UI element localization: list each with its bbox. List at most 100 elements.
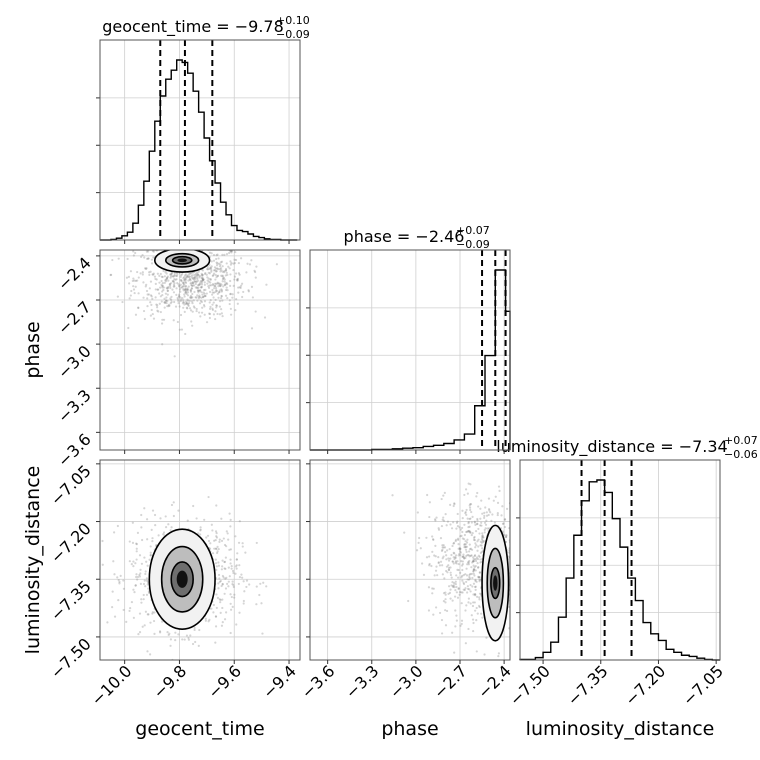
scatter-point xyxy=(442,516,445,519)
scatter-point xyxy=(504,534,508,537)
scatter-point xyxy=(175,278,178,281)
scatter-point xyxy=(170,275,173,278)
scatter-point xyxy=(474,569,477,572)
scatter-point xyxy=(197,270,200,273)
scatter-point xyxy=(200,280,204,283)
scatter-point xyxy=(221,274,224,277)
scatter-point xyxy=(485,519,488,522)
scatter-point xyxy=(176,296,179,300)
scatter-point xyxy=(225,545,228,548)
scatter-point xyxy=(186,298,189,301)
scatter-point xyxy=(458,548,462,551)
scatter-point xyxy=(146,293,149,296)
scatter-point xyxy=(156,304,159,307)
x-axis-label-geocent-time: geocent_time xyxy=(135,718,264,740)
scatter-points xyxy=(391,482,549,658)
scatter-point xyxy=(191,642,195,646)
y-tick-label: −7.50 xyxy=(47,634,95,682)
scatter-point xyxy=(172,501,175,504)
scatter-point xyxy=(232,585,235,589)
scatter-point xyxy=(178,284,181,287)
scatter-point xyxy=(457,547,460,550)
scatter-point xyxy=(451,631,454,634)
scatter-point xyxy=(470,533,473,537)
scatter-point xyxy=(454,583,457,586)
scatter-point xyxy=(207,271,210,274)
scatter-point xyxy=(210,265,213,268)
scatter-point xyxy=(454,538,458,541)
scatter-point xyxy=(238,564,241,567)
scatter-point xyxy=(150,303,153,306)
scatter-point xyxy=(453,595,457,598)
scatter-point xyxy=(441,546,444,549)
scatter-point xyxy=(164,271,167,274)
scatter-point xyxy=(197,286,200,289)
scatter-point xyxy=(217,564,221,567)
scatter-point xyxy=(186,276,189,279)
scatter-point xyxy=(472,560,475,563)
scatter-point xyxy=(483,531,486,534)
scatter-point xyxy=(136,578,139,581)
density-level xyxy=(176,570,188,588)
scatter-point xyxy=(199,279,202,283)
scatter-point xyxy=(514,605,516,607)
scatter-point xyxy=(166,235,168,237)
scatter-point xyxy=(184,277,188,280)
scatter-point xyxy=(207,267,211,271)
scatter-point xyxy=(185,302,188,305)
scatter-point xyxy=(465,574,469,577)
scatter-point xyxy=(170,298,173,301)
scatter-point xyxy=(451,581,454,584)
scatter-point xyxy=(217,285,220,288)
scatter-point xyxy=(215,536,219,539)
scatter-point xyxy=(125,620,128,623)
x-tick-label: −7.05 xyxy=(679,661,727,709)
scatter-point xyxy=(434,569,438,572)
scatter-point xyxy=(237,286,240,289)
scatter-point xyxy=(510,540,512,542)
scatter-point xyxy=(517,589,519,591)
scatter-point xyxy=(136,575,140,579)
scatter-point xyxy=(191,281,195,285)
scatter-point xyxy=(234,309,237,312)
scatter-point xyxy=(152,250,155,253)
scatter-point xyxy=(195,280,198,283)
scatter-point xyxy=(457,562,460,566)
scatter-point xyxy=(441,564,444,567)
scatter-point xyxy=(545,596,547,598)
scatter-point xyxy=(227,538,230,541)
scatter-point xyxy=(197,295,200,298)
scatter-point xyxy=(478,580,481,583)
scatter-point xyxy=(217,282,221,285)
scatter-point xyxy=(478,571,481,574)
scatter-point xyxy=(431,550,434,553)
scatter-point xyxy=(131,541,135,544)
scatter-point xyxy=(197,234,199,236)
scatter-point xyxy=(209,266,212,269)
scatter-point xyxy=(547,578,549,580)
scatter-point xyxy=(432,587,435,590)
scatter-point xyxy=(223,283,226,286)
scatter-point xyxy=(184,288,187,291)
scatter-point xyxy=(456,596,460,599)
scatter-point xyxy=(505,507,509,510)
scatter-point xyxy=(138,575,142,578)
scatter-point xyxy=(139,568,142,571)
scatter-point xyxy=(453,557,456,561)
scatter-point xyxy=(454,556,457,560)
scatter-point xyxy=(232,268,235,272)
scatter-point xyxy=(211,274,214,277)
scatter-point xyxy=(135,573,138,576)
scatter-point xyxy=(217,262,221,265)
scatter-point xyxy=(472,556,475,559)
scatter-point xyxy=(449,557,452,560)
y-tick-label: −2.4 xyxy=(54,253,95,294)
scatter-point xyxy=(200,291,203,294)
scatter-point xyxy=(157,237,159,239)
scatter-point xyxy=(224,267,228,271)
scatter-point xyxy=(476,549,479,552)
scatter-point xyxy=(162,288,165,292)
scatter-point xyxy=(220,312,223,315)
scatter-point xyxy=(207,495,210,499)
scatter-point xyxy=(161,275,164,279)
